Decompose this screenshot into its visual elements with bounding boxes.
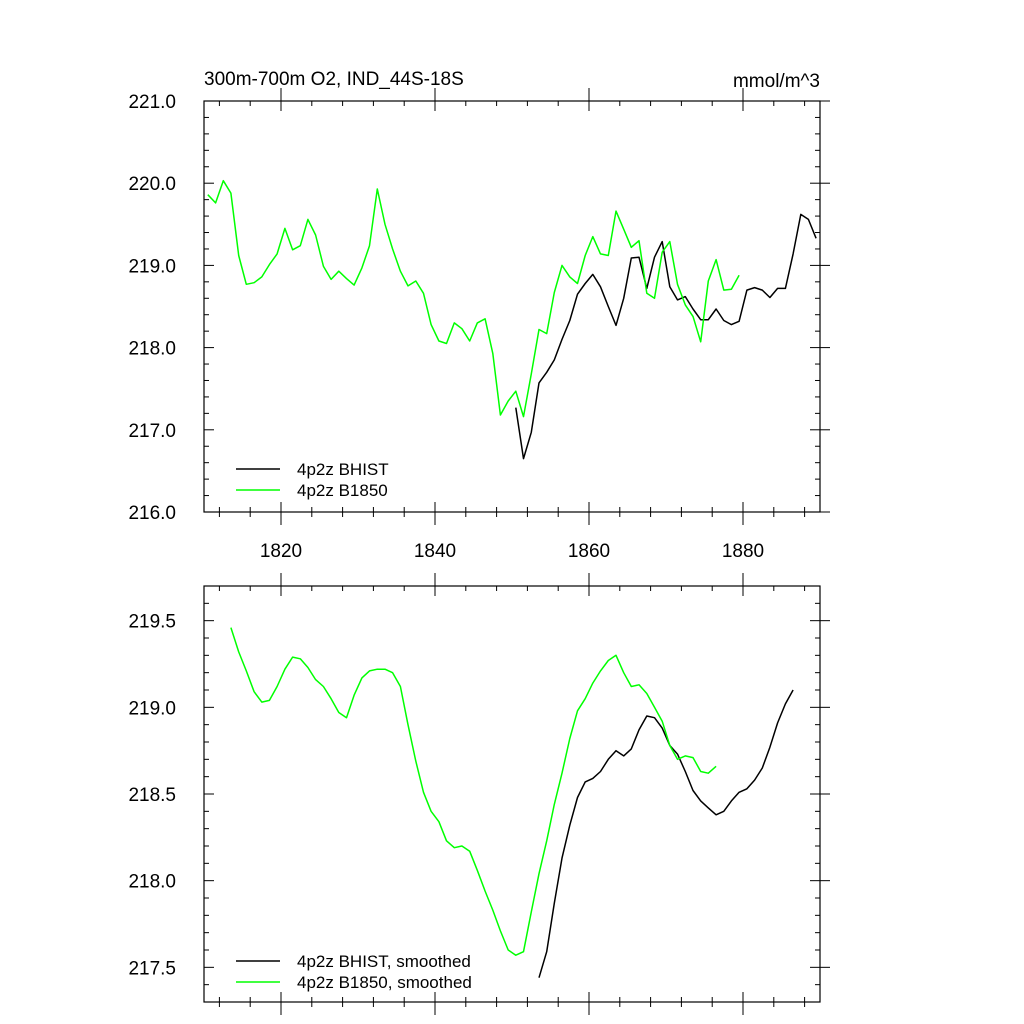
top-x-tick-label: 1840 [414, 541, 456, 562]
bottom-ticks: 217.5 218.0 218.5 219.0 219.5 [128, 573, 830, 1015]
top-series-line-1 [207, 179, 740, 418]
top-series-line-0 [515, 213, 817, 460]
top-y-tick-label: 218.0 [128, 339, 176, 360]
top-y-tick-label: 216.0 [128, 503, 176, 524]
top-lines [207, 179, 817, 460]
bottom-y-tick-label: 219.5 [128, 612, 176, 633]
top-plot-frame [203, 100, 821, 513]
bottom-y-tick-label: 218.0 [128, 872, 176, 893]
bottom-series-line-1 [230, 627, 717, 956]
legend-label-bhist: 4p2z BHIST [297, 460, 389, 479]
top-chart-title: 300m-700m O2, IND_44S-18S [204, 69, 464, 90]
bottom-y-tick-label: 217.5 [128, 958, 176, 979]
top-units-label: mmol/m^3 [733, 71, 820, 92]
bottom-series-line-0 [538, 689, 794, 978]
bottom-legend: 4p2z BHIST, smoothed 4p2z B1850, smoothe… [236, 952, 472, 992]
bottom-y-tick-label: 218.5 [128, 785, 176, 806]
bottom-y-tick-label: 219.0 [128, 698, 176, 719]
top-y-tick-label: 220.0 [128, 174, 176, 195]
top-x-tick-label: 1820 [260, 541, 302, 562]
top-ticks: 1820 1840 1860 1880 216.0 217.0 218.0 219.0 220.… [128, 88, 830, 562]
top-y-tick-label: 217.0 [128, 421, 176, 442]
legend-label-bhist-smoothed: 4p2z BHIST, smoothed [297, 952, 471, 971]
bottom-lines [230, 627, 794, 978]
legend-label-b1850: 4p2z B1850 [297, 481, 388, 500]
bottom-panel: 217.5 218.0 218.5 219.0 219.5 4p2z BHIST, sm… [128, 573, 830, 1015]
top-legend: 4p2z BHIST 4p2z B1850 [236, 460, 389, 500]
top-y-tick-label: 221.0 [128, 92, 176, 113]
bottom-plot-frame [203, 585, 821, 1003]
top-y-tick-label: 219.0 [128, 256, 176, 277]
top-panel: 1820 1840 1860 1880 216.0 217.0 218.0 219.0 220.… [128, 69, 830, 562]
top-x-tick-label: 1860 [568, 541, 610, 562]
legend-label-b1850-smoothed: 4p2z B1850, smoothed [297, 973, 472, 992]
top-x-tick-label: 1880 [722, 541, 764, 562]
